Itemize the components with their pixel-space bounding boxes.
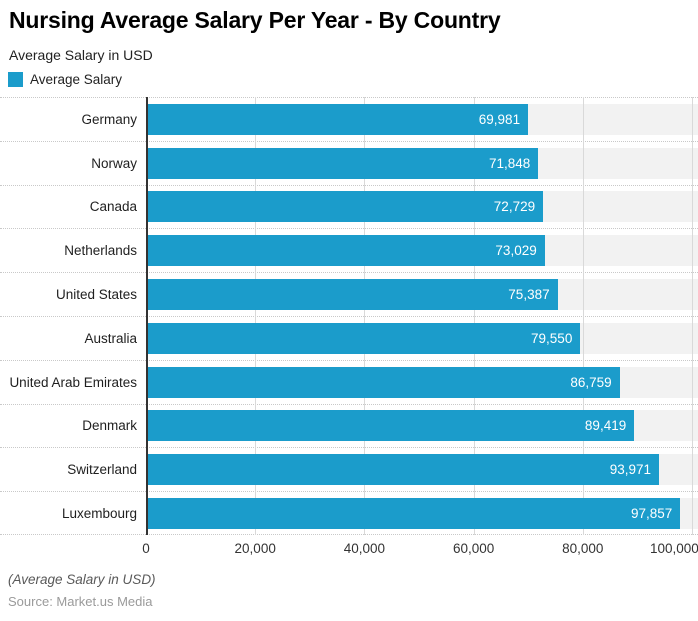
bar-united-arab-emirates: 86,759 xyxy=(146,366,620,398)
chart-row: Germany 69,981 xyxy=(0,97,698,141)
category-label: Denmark xyxy=(82,418,137,434)
row-track: 79,550 xyxy=(146,322,698,354)
bar-luxembourg: 97,857 xyxy=(146,497,681,529)
x-tick-label: 60,000 xyxy=(452,540,495,556)
chart-row: Denmark 89,419 xyxy=(0,403,698,448)
row-track: 72,729 xyxy=(146,191,698,223)
chart-row: Australia 79,550 xyxy=(0,315,698,360)
bar-value-label: 93,971 xyxy=(609,462,652,478)
bar-value-label: 72,729 xyxy=(493,199,536,215)
row-band-area: 86,759 xyxy=(146,361,698,404)
chart-row: Switzerland 93,971 xyxy=(0,447,698,491)
bar-value-label: 71,848 xyxy=(488,155,531,171)
row-band-area: 89,419 xyxy=(146,405,698,448)
bar-value-label: 69,981 xyxy=(478,111,521,127)
chart-row: United States 75,387 xyxy=(0,272,698,316)
chart-row: United Arab Emirates 86,759 xyxy=(0,359,698,404)
legend-item[interactable]: Average Salary xyxy=(8,72,122,87)
legend-label: Average Salary xyxy=(30,72,123,87)
bar-value-label: 73,029 xyxy=(495,243,537,259)
category-label: Germany xyxy=(81,111,137,127)
row-band-area: 71,848 xyxy=(146,142,698,185)
x-tick-label: 0 xyxy=(142,540,150,556)
row-band-area: 73,029 xyxy=(146,229,698,272)
x-tick-label: 20,000 xyxy=(234,540,276,556)
row-track: 93,971 xyxy=(146,454,698,486)
bar-australia: 79,550 xyxy=(146,322,581,354)
bar-canada: 72,729 xyxy=(146,191,544,223)
chart-title: Nursing Average Salary Per Year - By Cou… xyxy=(9,7,501,33)
bar-value-label: 89,419 xyxy=(584,418,627,434)
bar-germany: 69,981 xyxy=(146,103,529,135)
row-track: 86,759 xyxy=(146,366,698,398)
row-band-area: 79,550 xyxy=(146,317,698,360)
category-label: United States xyxy=(55,287,137,303)
bar-denmark: 89,419 xyxy=(146,410,635,442)
row-band-area: 69,981 xyxy=(146,98,698,141)
chart-source: Source: Market.us Media xyxy=(8,594,153,609)
category-label: Switzerland xyxy=(67,462,137,478)
x-tick-label: 100,000 xyxy=(650,540,698,556)
plot-area: Germany 69,981 Norway 71,848 Canada 72,729 Net… xyxy=(0,97,698,559)
bar-norway: 71,848 xyxy=(146,147,539,179)
category-label: Canada xyxy=(89,199,137,215)
x-tick-label: 80,000 xyxy=(562,540,604,556)
row-track: 69,981 xyxy=(146,103,698,135)
row-track: 73,029 xyxy=(146,235,698,267)
category-label: United Arab Emirates xyxy=(9,374,137,390)
chart-row: Canada 72,729 xyxy=(0,184,698,229)
chart-row: Norway 71,848 xyxy=(0,140,698,185)
bar-value-label: 97,857 xyxy=(630,505,673,521)
bar-value-label: 86,759 xyxy=(570,374,612,390)
row-band-area: 93,971 xyxy=(146,448,698,491)
chart-subtitle: Average Salary in USD xyxy=(9,47,153,63)
chart-row: Luxembourg 97,857 xyxy=(0,491,698,535)
bar-switzerland: 93,971 xyxy=(146,454,660,486)
x-axis: 0 20,000 40,000 60,000 80,000 100,000 xyxy=(142,535,698,559)
chart-footnote: (Average Salary in USD) xyxy=(8,572,156,587)
bar-rows: Germany 69,981 Norway 71,848 Canada 72,729 Net… xyxy=(0,97,698,535)
bar-netherlands: 73,029 xyxy=(146,235,545,267)
row-band-area: 72,729 xyxy=(146,186,698,229)
legend-swatch-icon xyxy=(8,72,23,87)
row-track: 97,857 xyxy=(146,497,698,529)
category-label: Luxembourg xyxy=(61,505,137,521)
category-label: Australia xyxy=(84,330,137,346)
category-label: Norway xyxy=(91,155,137,171)
row-band-area: 75,387 xyxy=(146,273,698,316)
chart-row: Netherlands 73,029 xyxy=(0,228,698,272)
row-band-area: 97,857 xyxy=(146,492,698,534)
bar-value-label: 79,550 xyxy=(531,330,573,346)
bar-value-label: 75,387 xyxy=(508,287,550,303)
row-track: 71,848 xyxy=(146,147,698,179)
row-track: 75,387 xyxy=(146,279,698,311)
category-label: Netherlands xyxy=(64,243,137,259)
row-track: 89,419 xyxy=(146,410,698,442)
x-tick-label: 40,000 xyxy=(343,540,386,556)
bar-united-states: 75,387 xyxy=(146,279,558,311)
